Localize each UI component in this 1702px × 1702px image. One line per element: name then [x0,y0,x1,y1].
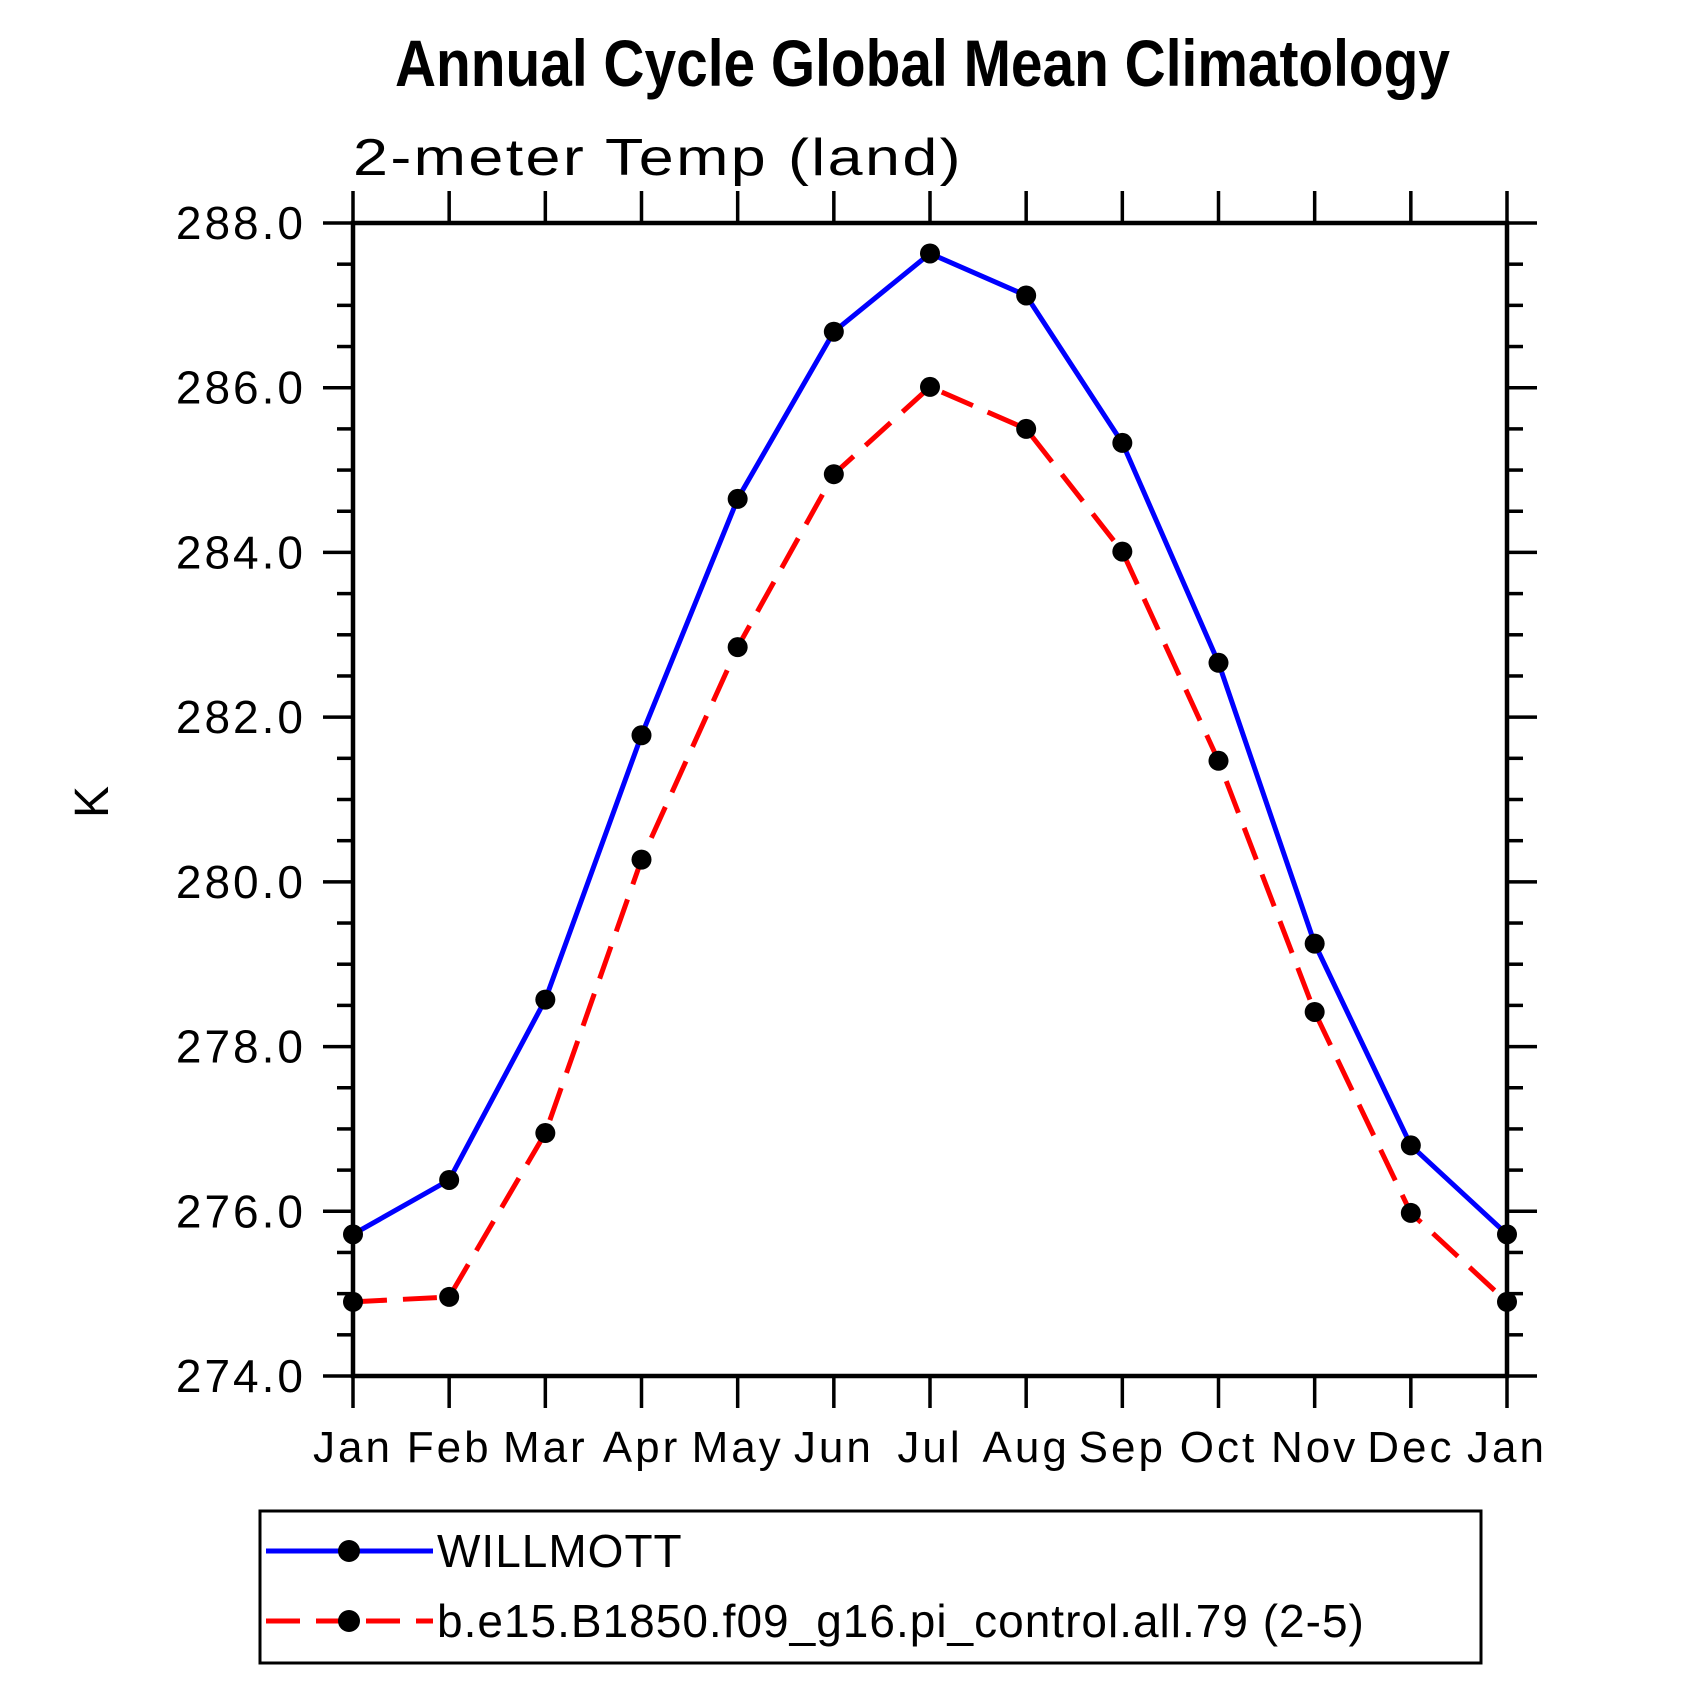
data-point-marker [1304,933,1325,954]
x-tick-label: Mar [503,1423,588,1472]
data-point-marker [1112,432,1133,453]
x-tick-label: Dec [1367,1423,1454,1472]
legend-label: b.e15.B1850.f09_g16.pi_control.all.79 (2… [437,1595,1365,1647]
data-point-marker [535,989,556,1010]
data-point-marker [1016,418,1037,439]
axes: Jan Feb Mar Apr May Jun Jul Aug Sep Oct Nov Dec Jan2… [176,191,1547,1472]
data-point-marker [535,1123,556,1144]
x-tick-label: Apr [603,1423,680,1472]
data-point-marker [343,1224,363,1245]
chart-title: Annual Cycle Global Mean Climatology [395,26,1450,100]
legend-box [258,1509,1483,1665]
y-tick-label: 280.0 [176,856,306,908]
data-point-marker [1400,1202,1421,1223]
legend-marker [338,1610,360,1632]
y-tick-label: 284.0 [176,526,306,578]
data-point-marker [823,464,844,485]
data-point-marker [439,1286,460,1307]
y-tick-label: 282.0 [176,691,306,743]
y-tick-label: 274.0 [176,1350,306,1402]
y-tick-label: 276.0 [176,1185,306,1237]
data-point-marker [439,1169,460,1190]
model-line [352,383,1509,1305]
data-point-marker [727,637,748,658]
data-point-marker [823,321,844,342]
data-point-marker [631,725,652,746]
x-tick-label: Jun [794,1423,874,1472]
data-point-marker [920,243,940,264]
data-point-marker [727,488,748,509]
x-tick-label: Jul [897,1423,962,1472]
data-point-marker [1497,1291,1517,1312]
chart-subtitle: 2-meter Temp (land) [353,129,963,187]
data-series [343,243,1517,1312]
data-point-marker [631,849,652,870]
x-tick-label: Jan [313,1423,393,1472]
y-tick-label: 286.0 [176,362,306,414]
willmott-line [351,250,1509,1237]
x-tick-label: Oct [1180,1423,1257,1472]
legend-marker [338,1540,360,1562]
data-point-marker [1112,541,1133,562]
y-axis-label: K [66,786,119,818]
data-point-marker [1016,285,1037,306]
x-tick-label: Jan [1467,1423,1547,1472]
data-point-marker [1208,652,1229,673]
data-point-marker [1400,1135,1421,1156]
data-point-marker [1208,750,1229,771]
data-point-marker [1304,1001,1325,1022]
x-tick-label: Feb [407,1423,492,1472]
y-tick-label: 288.0 [176,197,306,249]
legend-label: WILLMOTT [437,1525,683,1577]
x-tick-label: May [692,1423,784,1472]
x-tick-label: Sep [1079,1423,1166,1472]
data-point-marker [1497,1224,1517,1245]
x-tick-label: Aug [983,1423,1070,1472]
data-point-marker [920,376,940,397]
data-point-marker [343,1291,363,1312]
y-tick-label: 278.0 [176,1021,306,1073]
legend: WILLMOTT b.e15.B1850.f09_g16.pi_control.a… [258,1509,1483,1665]
x-tick-label: Nov [1271,1423,1358,1472]
